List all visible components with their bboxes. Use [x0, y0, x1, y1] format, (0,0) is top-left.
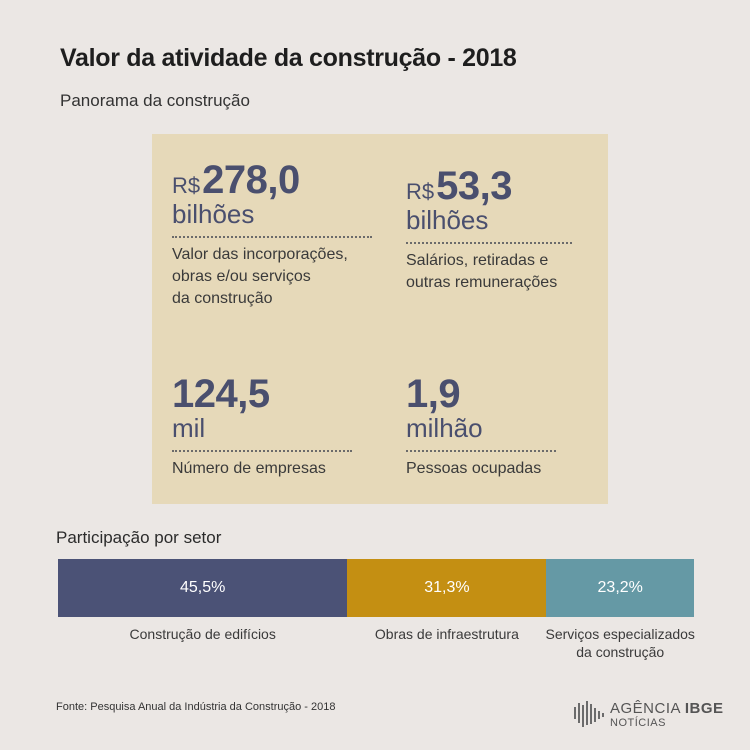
stat-prefix: R$ [172, 173, 201, 198]
bar-segment: 23,2% [546, 559, 694, 617]
category-label: Construção de edifícios [129, 626, 276, 642]
stat-description: Pessoas ocupadas [406, 460, 542, 477]
data-label: 31,3% [424, 579, 470, 596]
stat-salaries: R$53,3 bilhões Salários, retiradas e out… [406, 166, 572, 294]
logo-word-ibge: IBGE [684, 699, 724, 717]
stacked-share-bar: 45,5% 31,3% 23,2% [58, 559, 694, 617]
bar-segment: 45,5% [58, 559, 348, 617]
data-label: 45,5% [180, 579, 226, 596]
stat-unit: milhão [406, 413, 483, 443]
stat-description: Salários, retiradas e outras remuneraçõe… [406, 252, 558, 291]
logo-word-noticias: NOTÍCIAS [610, 716, 666, 729]
stat-prefix: R$ [406, 179, 435, 204]
stat-value: 53,3 [436, 164, 512, 208]
stat-description: Valor das incorporações, obras e/ou serv… [172, 246, 348, 307]
stat-value: 124,5 [172, 372, 270, 416]
source-note: Fonte: Pesquisa Anual da Indústria da Co… [56, 701, 336, 713]
data-label: 23,2% [597, 579, 643, 596]
agencia-ibge-logo: AGÊNCIA IBGE NOTÍCIAS [572, 699, 724, 729]
chart-title: Participação por setor [56, 528, 222, 547]
dotted-divider [172, 236, 372, 238]
dotted-divider [172, 450, 352, 452]
stat-employed: 1,9 milhão Pessoas ocupadas [406, 374, 556, 480]
category-label: Serviços especializados da construção [545, 626, 695, 660]
stat-companies: 124,5 mil Número de empresas [172, 374, 352, 480]
bar-segment: 31,3% [347, 559, 547, 617]
page-title: Valor da atividade da construção - 2018 [60, 44, 517, 72]
dotted-divider [406, 242, 572, 244]
stat-unit: bilhões [406, 205, 489, 235]
stat-unit: bilhões [172, 199, 255, 229]
logo-word-agencia: AGÊNCIA [610, 699, 681, 717]
page-subtitle: Panorama da construção [60, 91, 250, 110]
summary-panel: R$278,0 bilhões Valor das incorporações,… [152, 134, 608, 504]
category-label: Obras de infraestrutura [374, 626, 519, 642]
stat-description: Número de empresas [172, 460, 326, 477]
stat-value: 278,0 [202, 158, 300, 202]
stat-unit: mil [172, 413, 206, 443]
stat-value: 1,9 [406, 372, 461, 416]
stat-construction-value: R$278,0 bilhões Valor das incorporações,… [172, 160, 372, 310]
dotted-divider [406, 450, 556, 452]
ibge-logo-icon [574, 701, 604, 727]
